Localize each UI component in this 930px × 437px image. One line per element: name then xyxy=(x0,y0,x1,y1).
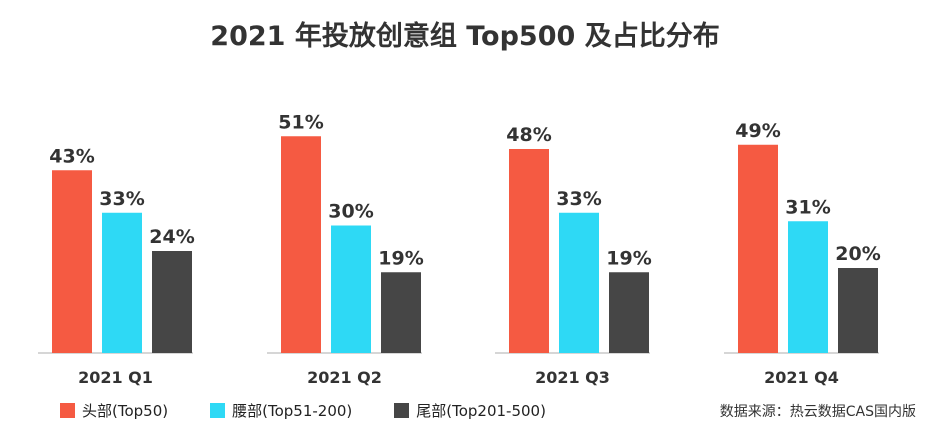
category-label-q3: 2021 Q3 xyxy=(535,368,610,387)
bar-tail-q1 xyxy=(152,251,192,353)
legend: 头部(Top50) 腰部(Top51-200) 尾部(Top201-500) xyxy=(60,400,588,421)
legend-item-tail: 尾部(Top201-500) xyxy=(394,400,546,421)
legend-item-waist: 腰部(Top51-200) xyxy=(210,400,352,421)
data-label-head-q1: 43% xyxy=(49,145,94,167)
bar-head-q4 xyxy=(738,144,778,353)
legend-label-tail: 尾部(Top201-500) xyxy=(416,402,546,420)
bar-tail-q3 xyxy=(609,272,649,353)
data-label-waist-q2: 30% xyxy=(328,201,373,223)
category-label-q2: 2021 Q2 xyxy=(307,368,382,387)
data-label-tail-q4: 20% xyxy=(835,243,880,265)
data-label-head-q3: 48% xyxy=(506,124,551,146)
data-label-waist-q3: 33% xyxy=(556,188,601,210)
legend-swatch-tail xyxy=(394,403,410,418)
bar-waist-q2 xyxy=(331,225,371,353)
source-note: 数据来源：热云数据CAS国内版 xyxy=(719,404,916,420)
bar-tail-q4 xyxy=(838,268,878,353)
legend-item-head: 头部(Top50) xyxy=(60,400,168,421)
bar-head-q3 xyxy=(509,149,549,353)
bar-waist-q3 xyxy=(559,212,599,353)
legend-swatch-waist xyxy=(210,403,226,418)
legend-swatch-head xyxy=(60,403,75,418)
legend-label-waist: 腰部(Top51-200) xyxy=(232,402,353,420)
data-label-head-q2: 51% xyxy=(278,111,323,133)
data-label-waist-q4: 31% xyxy=(785,196,830,218)
bar-tail-q2 xyxy=(381,272,421,353)
category-label-q1: 2021 Q1 xyxy=(78,368,153,387)
bar-waist-q1 xyxy=(102,212,142,353)
legend-label-head: 头部(Top50) xyxy=(82,402,169,420)
data-label-tail-q1: 24% xyxy=(149,226,194,248)
chart-title: 2021 年投放创意组 Top500 及占比分布 xyxy=(210,21,720,52)
bar-head-q2 xyxy=(281,136,321,353)
data-label-waist-q1: 33% xyxy=(99,188,144,210)
data-label-tail-q3: 19% xyxy=(606,247,651,269)
bar-head-q1 xyxy=(52,170,92,353)
category-label-q4: 2021 Q4 xyxy=(764,368,839,387)
data-label-tail-q2: 19% xyxy=(378,247,423,269)
bar-waist-q4 xyxy=(788,221,828,353)
data-label-head-q4: 49% xyxy=(735,120,780,142)
